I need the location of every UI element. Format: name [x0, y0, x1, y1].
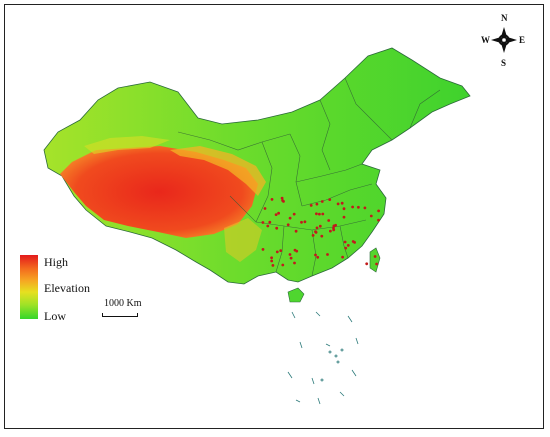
site-marker — [261, 248, 265, 251]
site-marker — [289, 256, 293, 260]
site-marker — [336, 202, 340, 206]
highland-transition — [224, 218, 262, 262]
site-marker — [314, 253, 317, 257]
site-marker — [343, 240, 347, 244]
site-marker — [280, 196, 284, 200]
site-marker — [309, 204, 313, 207]
site-marker — [328, 198, 332, 202]
site-marker — [377, 218, 380, 222]
site-marker — [351, 205, 354, 209]
site-marker — [274, 213, 278, 217]
site-marker — [270, 256, 273, 260]
site-marker — [270, 259, 274, 263]
site-marker — [326, 253, 329, 256]
site-marker — [315, 202, 319, 206]
site-marker — [340, 201, 344, 205]
site-marker — [334, 223, 337, 227]
site-marker — [351, 240, 355, 243]
site-marker — [373, 255, 377, 258]
site-markers — [261, 196, 380, 267]
site-marker — [341, 255, 344, 259]
site-marker — [286, 223, 290, 227]
site-marker — [314, 230, 317, 234]
site-marker — [303, 220, 307, 224]
site-marker — [281, 263, 285, 267]
site-marker — [279, 249, 283, 253]
site-marker — [320, 200, 324, 203]
taiwan-island — [369, 247, 381, 273]
site-marker — [288, 253, 292, 256]
site-marker — [277, 211, 280, 215]
site-marker — [342, 207, 346, 211]
highland-transition — [84, 136, 170, 154]
site-marker — [365, 262, 369, 266]
site-marker — [316, 255, 320, 259]
site-marker — [288, 216, 292, 220]
site-marker — [281, 199, 284, 202]
site-marker — [293, 261, 296, 265]
compass-south-label: S — [501, 58, 507, 68]
compass-east-label: E — [519, 35, 526, 45]
site-marker — [329, 229, 332, 233]
site-marker — [363, 206, 367, 210]
site-marker — [327, 219, 331, 222]
compass-north-label: N — [501, 13, 508, 23]
province-borders — [177, 77, 441, 277]
site-marker — [275, 226, 279, 230]
site-marker — [261, 221, 265, 224]
tibetan-plateau — [60, 146, 258, 238]
site-marker — [293, 248, 297, 252]
compass-west-label: W — [481, 35, 490, 45]
scale-bar-label: 1000 Km — [104, 298, 142, 309]
site-marker — [311, 234, 315, 237]
site-marker — [271, 264, 275, 267]
legend-high-label: High — [44, 255, 68, 269]
site-marker — [375, 262, 378, 266]
site-marker — [377, 209, 380, 213]
site-marker — [369, 214, 373, 218]
south-sea-islands — [287, 311, 359, 405]
legend-low-label: Low — [44, 309, 66, 323]
site-marker — [346, 244, 350, 247]
site-marker — [342, 215, 346, 219]
site-marker — [315, 212, 318, 216]
site-marker — [357, 205, 360, 209]
highland-transition — [170, 146, 266, 196]
site-marker — [300, 220, 303, 224]
site-marker — [315, 226, 319, 230]
site-marker — [321, 212, 325, 216]
legend-title: Elevation — [44, 281, 90, 295]
site-marker — [266, 224, 270, 228]
site-marker — [270, 198, 274, 201]
hainan-island — [287, 287, 305, 303]
site-marker — [275, 250, 279, 254]
scale-bar — [102, 313, 138, 317]
site-marker — [318, 224, 322, 228]
site-marker — [292, 212, 296, 216]
site-marker — [332, 228, 336, 232]
site-marker — [263, 207, 267, 210]
site-marker — [344, 246, 348, 250]
compass-rose-icon — [491, 27, 517, 53]
site-marker — [268, 220, 272, 224]
elevation-legend-gradient — [20, 255, 38, 319]
site-marker — [294, 229, 298, 233]
site-marker — [318, 212, 321, 216]
site-marker — [320, 234, 324, 238]
